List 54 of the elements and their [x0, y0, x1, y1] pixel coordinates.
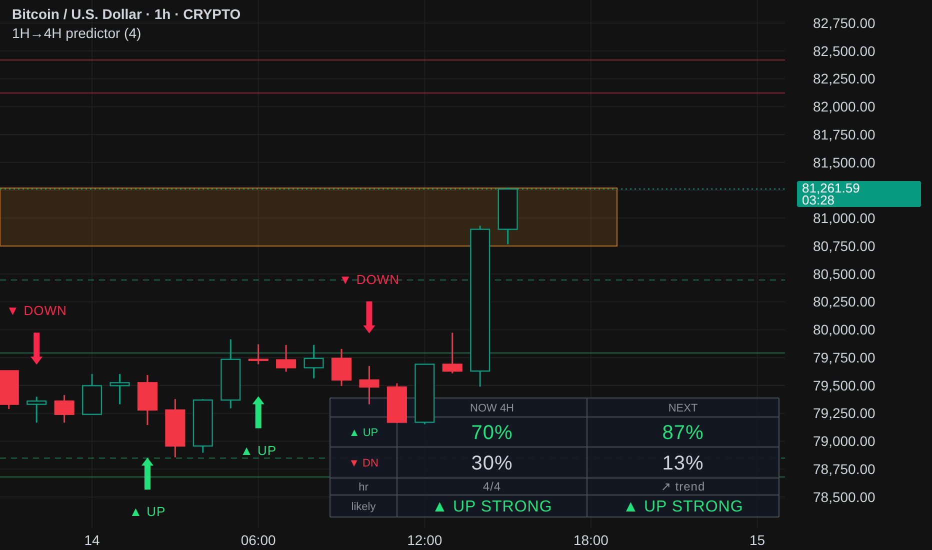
y-tick-label: 81,750.00 — [813, 126, 876, 142]
y-tick-label: 81,500.00 — [813, 154, 876, 170]
candlestick — [165, 398, 186, 458]
y-tick-label: 82,000.00 — [813, 98, 876, 115]
category-label: NEXT — [668, 402, 698, 414]
y-tick-label: 79,000.00 — [813, 433, 876, 450]
candlestick — [137, 374, 158, 426]
y-tick-label: 82,250.00 — [813, 70, 876, 87]
y-tick-label: 78,750.00 — [813, 461, 876, 478]
category-label: NOW 4H — [470, 402, 514, 414]
candlestick — [26, 396, 47, 424]
candlestick — [54, 394, 74, 424]
candlestick — [359, 365, 380, 406]
x-tick-label: 14 — [84, 532, 100, 548]
candlestick — [331, 348, 352, 387]
y-tick-label: 79,500.00 — [813, 377, 876, 394]
y-tick-label: 81,000.00 — [813, 210, 876, 226]
y-tick-label: 82,500.00 — [813, 42, 876, 59]
text: 87% — [662, 422, 704, 444]
annotation: ▲ UP — [129, 504, 166, 520]
x-tick-label: 06:00 — [240, 532, 276, 548]
y-tick-label: 79,250.00 — [813, 405, 876, 422]
text: ↗ trend — [660, 480, 706, 494]
text: 4/4 — [482, 480, 502, 494]
y-tick-label: 78,500.00 — [813, 488, 876, 505]
chart-title: Bitcoin / U.S. Dollar · 1h · CRYPTO — [12, 6, 241, 22]
y-tick-label: 82,750.00 — [813, 14, 876, 31]
text: 30% — [471, 452, 513, 474]
y-tick-label: 80,500.00 — [813, 266, 876, 282]
x-tick-label: 18:00 — [573, 532, 609, 548]
text: 70% — [471, 422, 513, 444]
text: 13% — [662, 452, 704, 474]
y-tick-label: 80,750.00 — [813, 238, 876, 254]
y-tick-label: 80,250.00 — [813, 294, 876, 310]
category-label: likely — [351, 500, 376, 513]
candlestick — [110, 373, 130, 406]
candlestick — [220, 338, 241, 410]
candlestick — [82, 373, 102, 415]
text: ▲ UP STRONG — [622, 498, 744, 516]
category-label: ▲ UP — [348, 426, 378, 439]
candlestick — [304, 344, 324, 380]
text: 1H→4H predictor (4) — [12, 24, 142, 41]
annotation: ▲ UP — [240, 442, 277, 458]
ref-line-label: 81,261.59 — [802, 180, 860, 196]
x-tick-label: 12:00 — [407, 532, 442, 548]
category-label: ▼ DN — [348, 457, 378, 470]
annotation: ▼ DOWN — [338, 272, 400, 287]
category-label: hr — [358, 481, 368, 494]
text: ▲ UP STRONG — [432, 498, 552, 516]
y-tick-label: 80,000.00 — [813, 322, 876, 338]
y-tick-label: 79,750.00 — [813, 349, 876, 366]
annotation: ▼ DOWN — [6, 303, 67, 318]
candlestick — [442, 332, 462, 374]
x-tick-label: 15 — [749, 532, 766, 548]
